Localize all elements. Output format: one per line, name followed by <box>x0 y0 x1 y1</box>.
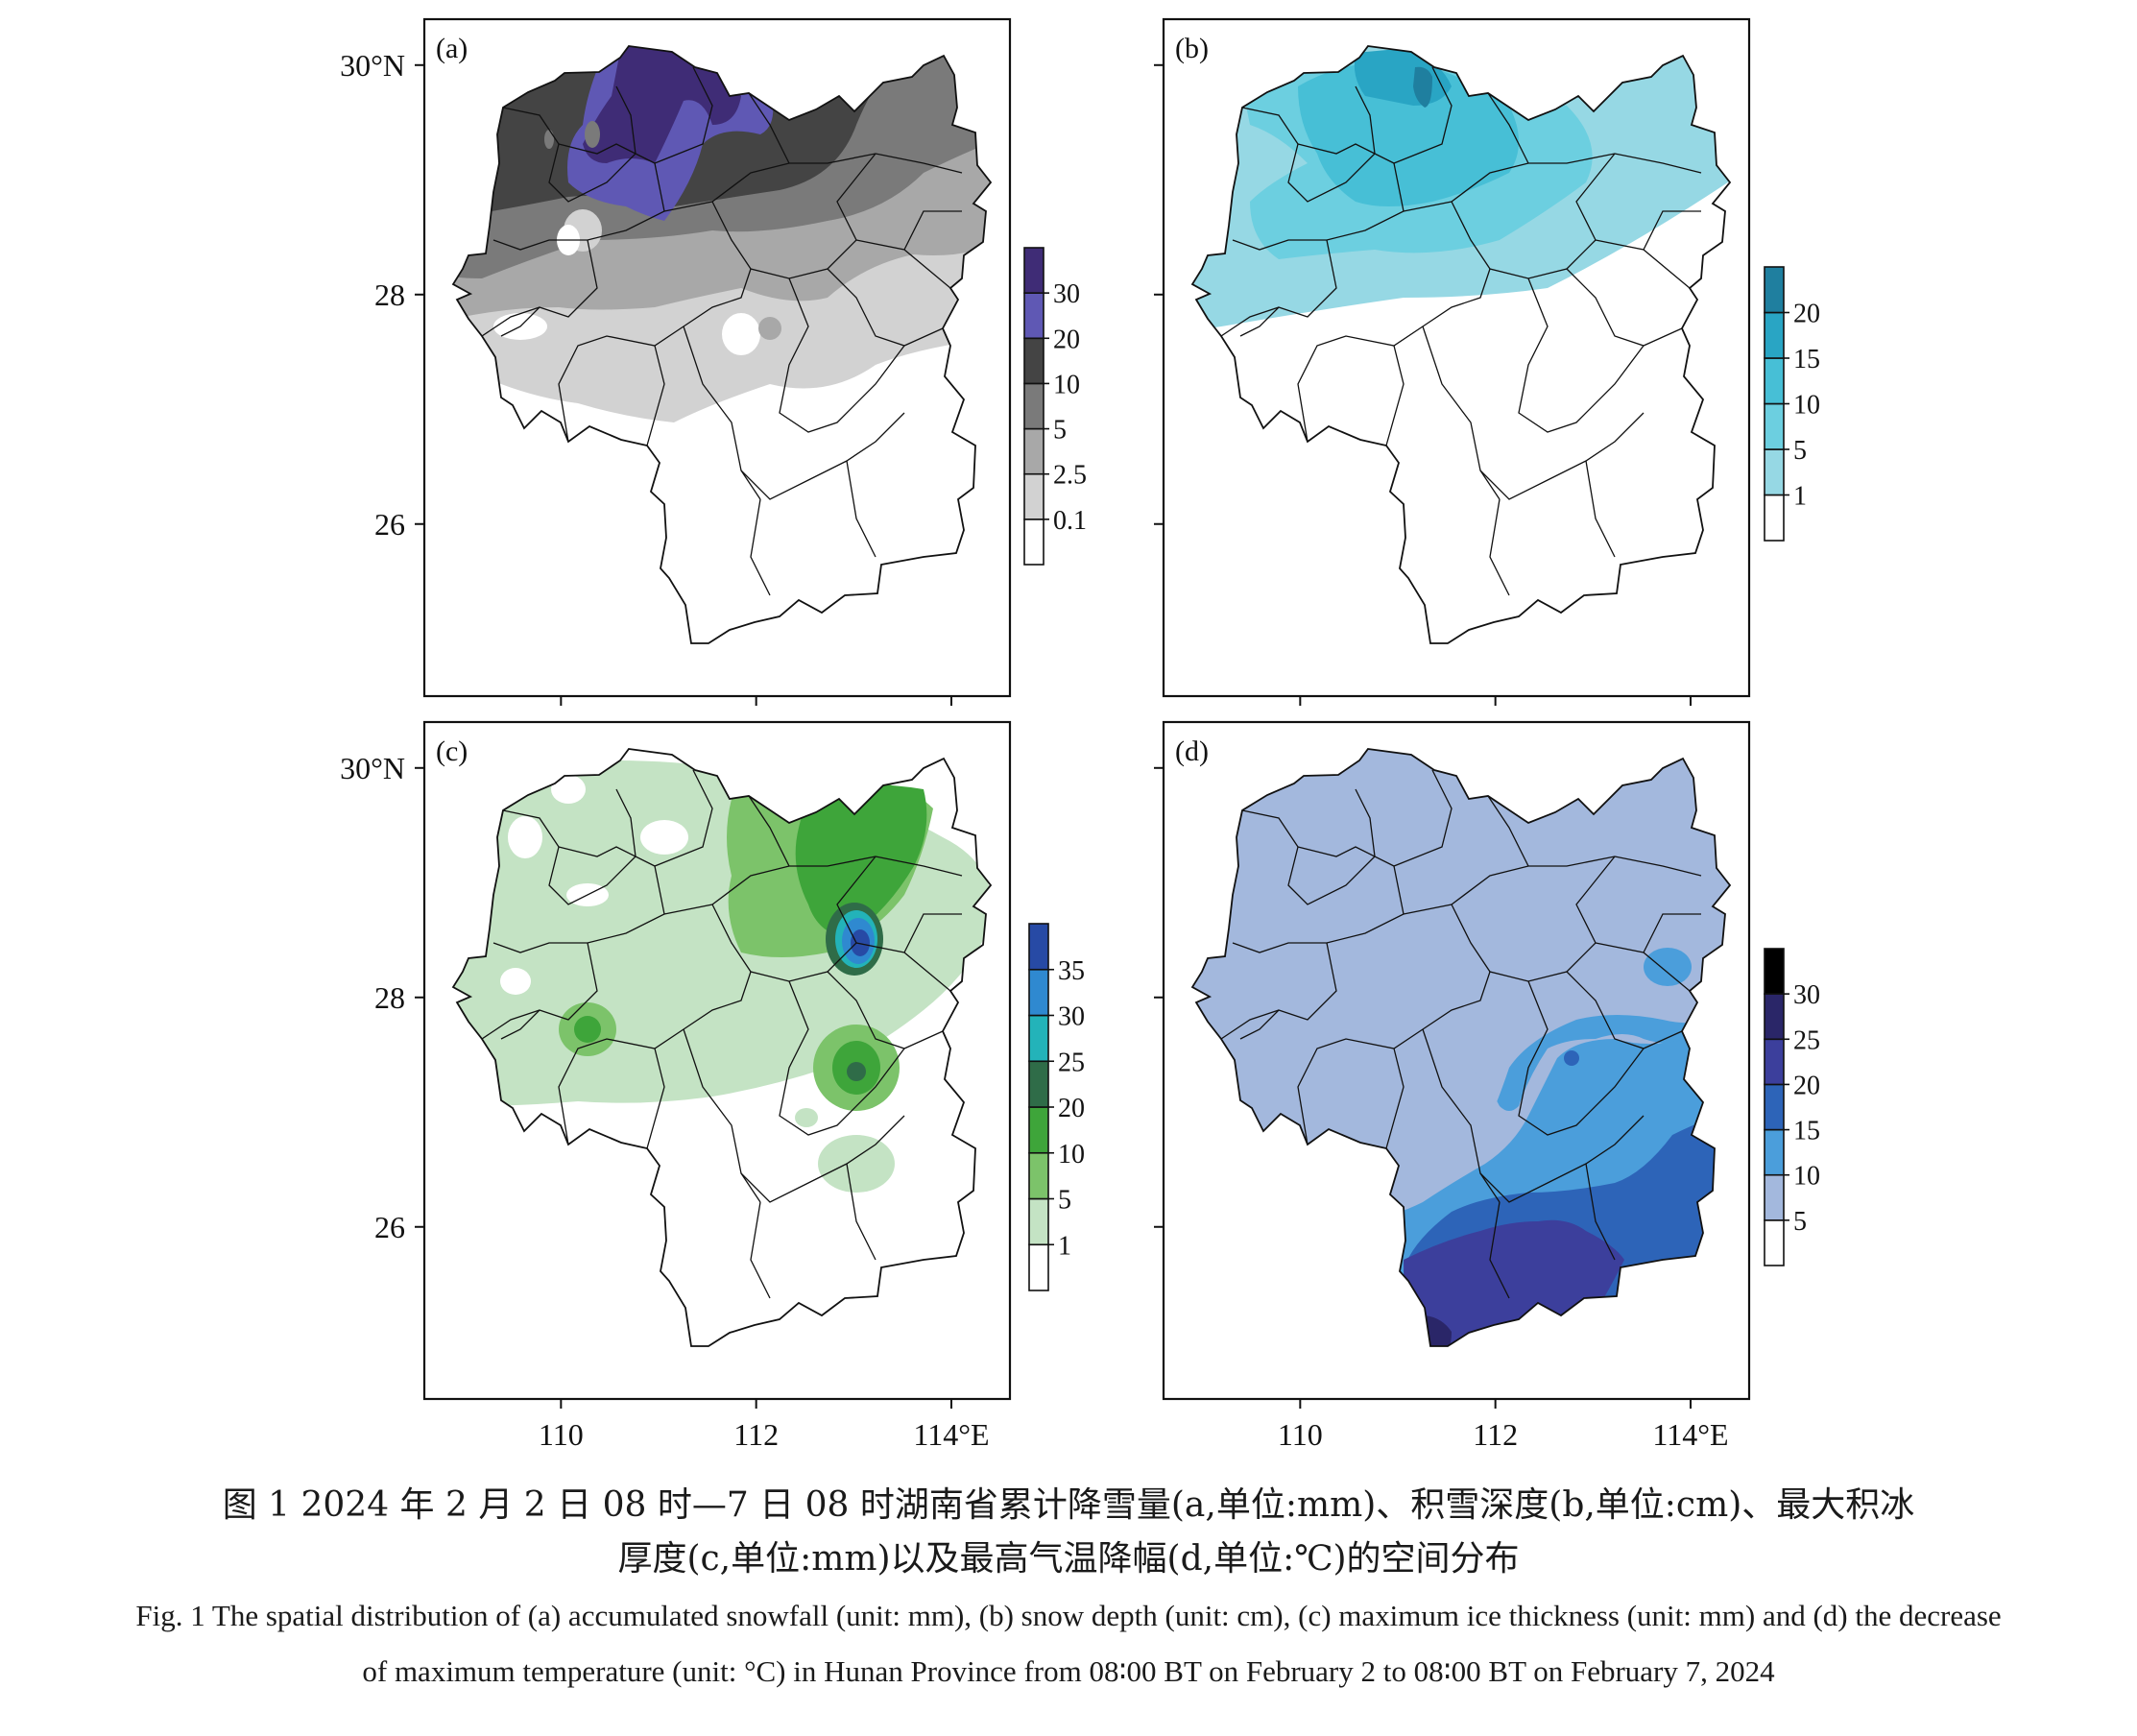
legend-level-label: 5 <box>1053 416 1067 446</box>
legend-swatch <box>1764 993 1785 1041</box>
legend-level-label: 10 <box>1058 1140 1085 1169</box>
legend-swatch <box>1023 337 1044 385</box>
legend-swatch <box>1028 1197 1049 1246</box>
caption-en-line1: Fig. 1 The spatial distribution of (a) a… <box>135 1599 2002 1632</box>
legend-swatch <box>1023 518 1044 566</box>
legend-level-label: 20 <box>1793 1071 1820 1100</box>
legend-level-label: 2.5 <box>1053 461 1087 491</box>
legend-level-label: 20 <box>1053 325 1080 354</box>
panel-d-label: (d) <box>1175 735 1209 767</box>
lon-tick-label: 114°E <box>913 1417 989 1452</box>
panel-b-label: (b) <box>1175 33 1209 64</box>
panel-c-label: (c) <box>436 735 468 767</box>
legend-level-label: 10 <box>1793 391 1820 421</box>
caption-cn-line1: 图 1 2024 年 2 月 2 日 08 时—7 日 08 时湖南省累计降雪量… <box>222 1485 1915 1525</box>
lat-tick-label: 26 <box>374 1210 405 1244</box>
legend-swatch <box>1764 494 1785 542</box>
lon-tick-label: 112 <box>733 1417 779 1452</box>
legend-swatch <box>1764 1128 1785 1176</box>
legend-level-label: 30 <box>1053 279 1080 309</box>
legend-level-label: 5 <box>1793 1207 1807 1237</box>
legend-swatch <box>1764 948 1785 995</box>
legend-level-label: 20 <box>1793 300 1820 329</box>
legend-swatch <box>1023 472 1044 520</box>
snowfall-30plus <box>583 46 741 163</box>
legends-layer: 0.12.55102030151015201510202530355101520… <box>1023 247 1820 1291</box>
legend-swatch <box>1023 427 1044 475</box>
lon-tick-label: 112 <box>1473 1417 1518 1452</box>
snowdepth-20plus <box>1413 66 1432 108</box>
legend-level-label: 15 <box>1793 1117 1820 1146</box>
lon-tick-label: 110 <box>1278 1417 1323 1452</box>
legend-level-label: 30 <box>1793 980 1820 1010</box>
legend-level-label: 25 <box>1793 1025 1820 1055</box>
lat-tick-label: 28 <box>374 277 405 312</box>
legend-panel-c: 1 5 10 20 25 30 35 <box>1028 923 1085 1291</box>
legend-level-label: 10 <box>1793 1162 1820 1192</box>
panel-a-label: (a) <box>436 33 468 64</box>
legend-level-label: 0.1 <box>1053 506 1087 536</box>
lat-tick-label: 30°N <box>340 751 405 785</box>
legend-swatch <box>1023 247 1044 294</box>
panels: (a) <box>422 17 1751 1401</box>
lat-tick-label: 30°N <box>340 48 405 83</box>
ice-10-20 <box>795 784 927 938</box>
legend-level-label: 5 <box>1793 436 1807 466</box>
legend-level-label: 1 <box>1058 1231 1071 1261</box>
legend-swatch <box>1764 1038 1785 1086</box>
legend-swatch <box>1028 1151 1049 1200</box>
legend-swatch <box>1764 402 1785 450</box>
legend-swatch <box>1028 1243 1049 1291</box>
legend-level-label: 1 <box>1793 482 1807 512</box>
legend-swatch <box>1028 1106 1049 1154</box>
legend-swatch <box>1764 1083 1785 1131</box>
county-borders <box>481 66 963 596</box>
legend-swatch <box>1764 1219 1785 1266</box>
legend-level-label: 35 <box>1058 956 1085 986</box>
snowdepth-10-15 <box>1298 61 1519 207</box>
legend-level-label: 20 <box>1058 1094 1085 1123</box>
lon-tick-label: 114°E <box>1652 1417 1728 1452</box>
legend-panel-d: 5 10 15 20 25 30 <box>1764 948 1820 1266</box>
legend-swatch <box>1764 357 1785 405</box>
panel-d-temperature-decrease: (d) <box>1162 720 1751 1401</box>
legend-level-label: 30 <box>1058 1002 1085 1032</box>
legend-swatch <box>1028 968 1049 1017</box>
legend-swatch <box>1023 292 1044 340</box>
legend-swatch <box>1764 266 1785 314</box>
figure-svg: (a) <box>340 17 1820 1452</box>
legend-level-label: 10 <box>1053 370 1080 399</box>
panel-a-snowfall: (a) <box>422 17 1012 698</box>
lon-tick-label: 110 <box>539 1417 584 1452</box>
legend-swatch <box>1028 923 1049 971</box>
caption-en-line2: of maximum temperature (unit: °C) in Hun… <box>362 1654 1775 1688</box>
legend-swatch <box>1023 382 1044 430</box>
caption-cn-line2: 厚度(c,单位:mm)以及最高气温降幅(d,单位:℃)的空间分布 <box>617 1539 1520 1579</box>
legend-panel-a: 0.1 2.5 5 10 20 30 <box>1023 247 1087 566</box>
legend-level-label: 5 <box>1058 1186 1071 1216</box>
panel-b-snow-depth: (b) <box>1162 17 1751 698</box>
legend-swatch <box>1764 1173 1785 1221</box>
legend-swatch <box>1764 448 1785 496</box>
legend-swatch <box>1028 1060 1049 1108</box>
legend-level-label: 15 <box>1793 345 1820 374</box>
lat-tick-label: 26 <box>374 507 405 542</box>
legend-level-label: 25 <box>1058 1048 1085 1077</box>
legend-swatch <box>1028 1014 1049 1063</box>
panel-c-ice-thickness: (c) <box>422 720 1012 1401</box>
legend-swatch <box>1764 311 1785 359</box>
lat-tick-label: 28 <box>374 980 405 1015</box>
